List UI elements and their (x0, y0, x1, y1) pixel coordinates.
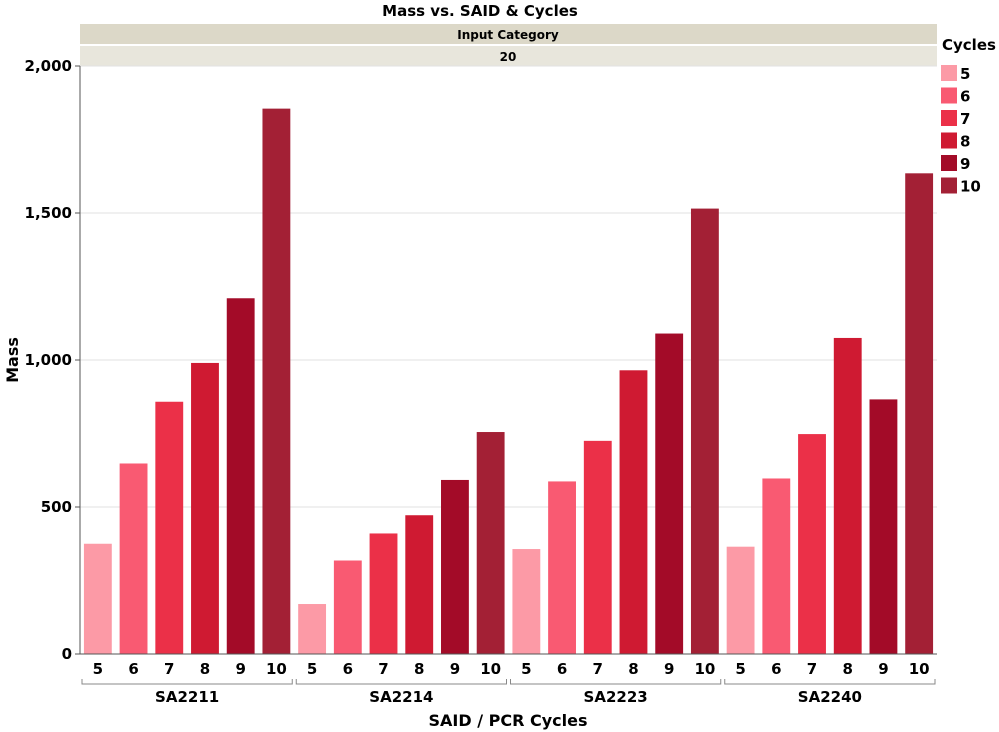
x-tick-label: 6 (771, 660, 781, 678)
bar-SA2240-cycle-7 (798, 434, 826, 654)
legend-swatch-10 (941, 177, 957, 194)
bar-SA2240-cycle-10 (905, 173, 934, 654)
group-label: SA2211 (155, 688, 219, 706)
x-tick-label: 8 (628, 660, 638, 678)
group-label: SA2223 (584, 688, 648, 706)
group-label: SA2240 (798, 688, 862, 706)
x-tick-label: 7 (378, 660, 388, 678)
legend-label: 10 (960, 178, 981, 196)
bar-SA2211-cycle-8 (191, 362, 219, 654)
bar-SA2214-cycle-8 (405, 515, 434, 654)
group-bracket (81, 679, 293, 685)
legend-label: 5 (960, 65, 970, 83)
gridlines (80, 65, 937, 508)
x-tick-label: 9 (664, 660, 674, 678)
bar-SA2240-cycle-5 (726, 546, 755, 654)
x-tick-label: 9 (450, 660, 460, 678)
x-tick-label: 8 (200, 660, 210, 678)
bar-SA2214-cycle-10 (476, 432, 505, 654)
y-tick-label: 0 (62, 645, 72, 663)
x-tick-label: 5 (521, 660, 531, 678)
bar-SA2214-cycle-7 (369, 533, 398, 654)
strip-value-label: 20 (500, 50, 517, 64)
group-bracket (295, 679, 507, 685)
bar-SA2211-cycle-6 (119, 463, 148, 654)
legend-swatch-5 (941, 65, 957, 81)
x-tick-label: 10 (909, 660, 930, 678)
x-tick-label: 10 (694, 660, 715, 678)
x-tick-label: 8 (414, 660, 424, 678)
bar-SA2223-cycle-8 (619, 370, 648, 654)
bar-SA2223-cycle-6 (548, 481, 576, 654)
y-tick-label: 1,000 (25, 351, 72, 369)
legend-title: Cycles (942, 36, 996, 54)
legend-swatch-7 (941, 110, 957, 126)
group-bracket (724, 679, 936, 685)
bar-SA2211-cycle-10 (262, 108, 291, 654)
legend-swatch-9 (941, 155, 957, 171)
bar-SA2211-cycle-7 (155, 401, 184, 654)
x-tick-label: 5 (307, 660, 317, 678)
y-axis-ticks: 0 500 1,000 1,500 2,000 (25, 57, 80, 663)
legend-label: 9 (960, 155, 970, 173)
legend: Cycles 5 6 7 8 9 10 (941, 36, 996, 196)
x-tick-label: 7 (807, 660, 817, 678)
group-labels: SA2211 SA2214 SA2223 SA2240 (81, 679, 936, 706)
legend-swatch-8 (941, 132, 957, 149)
bar-SA2211-cycle-5 (83, 543, 112, 654)
legend-label: 8 (960, 133, 970, 151)
x-tick-label: 10 (480, 660, 501, 678)
bar-SA2240-cycle-6 (762, 478, 791, 654)
bar-SA2240-cycle-9 (869, 399, 898, 654)
chart-title: Mass vs. SAID & Cycles (382, 2, 578, 20)
x-tick-label: 7 (164, 660, 174, 678)
legend-swatch-6 (941, 87, 957, 104)
x-tick-label: 10 (266, 660, 287, 678)
bars (83, 108, 934, 654)
x-tick-label: 9 (235, 660, 245, 678)
bar-SA2223-cycle-5 (512, 549, 541, 654)
y-axis-label: Mass (3, 337, 22, 383)
bar-SA2223-cycle-7 (583, 440, 612, 654)
x-tick-label: 5 (735, 660, 745, 678)
strip-value-background (80, 46, 937, 66)
x-tick-label: 6 (343, 660, 353, 678)
group-bracket (510, 679, 722, 685)
x-axis-ticks: 5 6 7 8 9 10 5 6 7 8 9 10 5 6 7 8 9 10 5 6 7 8 9 10 (93, 660, 930, 678)
legend-label: 7 (960, 110, 970, 128)
bar-SA2214-cycle-5 (298, 604, 327, 654)
bar-SA2211-cycle-9 (226, 298, 255, 654)
y-tick-label: 500 (41, 498, 72, 516)
x-axis-label: SAID / PCR Cycles (429, 711, 588, 730)
bar-SA2240-cycle-8 (833, 337, 862, 654)
bar-SA2223-cycle-10 (690, 208, 719, 654)
group-label: SA2214 (369, 688, 433, 706)
x-tick-label: 7 (593, 660, 603, 678)
x-tick-label: 8 (843, 660, 853, 678)
bar-SA2214-cycle-9 (441, 479, 469, 654)
legend-label: 6 (960, 88, 970, 106)
bar-SA2223-cycle-9 (655, 333, 684, 654)
x-tick-label: 6 (128, 660, 138, 678)
x-tick-label: 5 (93, 660, 103, 678)
x-tick-label: 9 (878, 660, 888, 678)
y-tick-label: 1,500 (25, 204, 72, 222)
x-tick-label: 6 (557, 660, 567, 678)
bar-SA2214-cycle-6 (333, 560, 362, 654)
y-tick-label: 2,000 (25, 57, 72, 75)
strip-header-label: Input Category (457, 28, 559, 42)
strip-header-background (80, 24, 937, 44)
